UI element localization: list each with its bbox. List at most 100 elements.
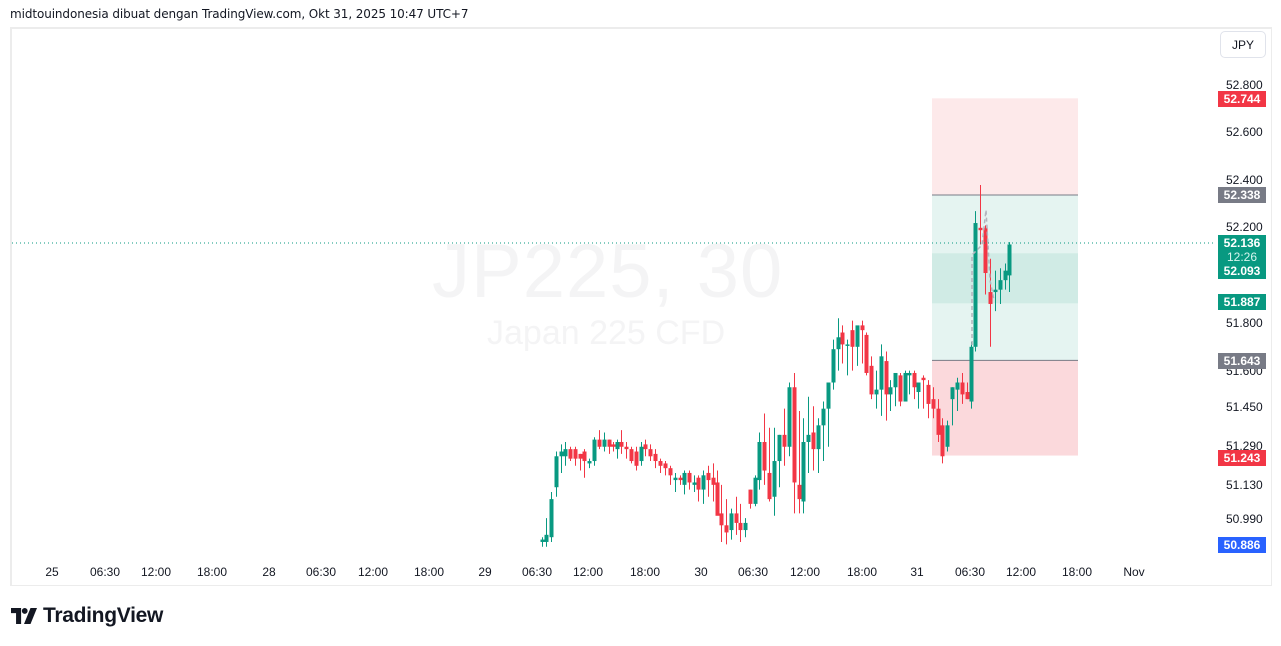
watermark-symbol: JP225, 30 <box>432 229 784 314</box>
candle-down <box>898 375 903 402</box>
candle-down <box>578 453 583 459</box>
candle-down <box>840 332 845 345</box>
candle-up <box>540 539 545 542</box>
time-axis-label: 30 <box>694 565 708 579</box>
candle-down <box>978 227 983 231</box>
price-axis-label: 52.200 <box>1226 220 1263 234</box>
candle-up <box>879 356 884 390</box>
candle-up <box>998 280 1003 290</box>
candle-down <box>724 525 729 533</box>
candle-down <box>629 449 634 462</box>
time-axis-label: 06:30 <box>954 565 986 579</box>
candle-down <box>748 489 753 504</box>
candle-down <box>931 399 936 409</box>
currency-button[interactable]: JPY <box>1220 31 1266 58</box>
candle-up <box>753 477 758 504</box>
candle-down <box>706 472 711 481</box>
candle-down <box>678 477 683 481</box>
candle-down <box>912 372 917 388</box>
candle-down <box>767 472 772 500</box>
candle-up <box>836 337 841 350</box>
candle-down <box>738 522 743 531</box>
candle-down <box>582 451 587 462</box>
candle-down <box>960 382 965 395</box>
price-axis-label: 52.400 <box>1226 173 1263 187</box>
candle-up <box>893 372 898 388</box>
candle-up <box>544 534 549 542</box>
candle-down <box>573 449 578 459</box>
candle-up <box>615 442 620 450</box>
candle-up <box>874 389 879 395</box>
candle-down <box>715 482 720 516</box>
time-axis-label: 12:00 <box>1005 565 1037 579</box>
candle-up <box>816 425 821 450</box>
time-axis-label: 06:30 <box>521 565 553 579</box>
candle-up <box>743 522 748 531</box>
candle-up <box>559 451 564 457</box>
candle-up <box>673 477 678 481</box>
candle-up <box>1003 270 1008 281</box>
candle-up <box>993 289 998 293</box>
candle-down <box>634 451 639 466</box>
upper-entry-tag: 52.338 <box>1218 187 1266 203</box>
candle-up <box>907 372 912 376</box>
price-axis-label: 51.800 <box>1226 316 1263 330</box>
time-axis-label: 18:00 <box>846 565 878 579</box>
candle-up <box>973 223 978 347</box>
candle-down <box>926 384 931 404</box>
time-axis-label: 12:00 <box>140 565 172 579</box>
candle-up <box>592 439 597 462</box>
candle-up <box>772 461 777 497</box>
candle-down <box>762 442 767 471</box>
lower-stop-tag: 51.243 <box>1218 450 1266 466</box>
candle-down <box>988 292 993 304</box>
candle-up <box>757 442 762 481</box>
candle-up <box>888 387 893 395</box>
upper-stop-zone <box>932 98 1078 195</box>
candle-down <box>936 408 941 435</box>
time-axis-label: 18:00 <box>196 565 228 579</box>
candle-down <box>643 444 648 450</box>
candle-up <box>916 382 921 393</box>
candle-down <box>597 439 602 447</box>
last-price-value: 52.136 <box>1223 236 1261 250</box>
time-axis-label: 06:30 <box>737 565 769 579</box>
time-axis-label: 18:00 <box>629 565 661 579</box>
candle-down <box>983 227 988 274</box>
candle-down <box>884 361 889 395</box>
candle-down <box>663 463 668 469</box>
price-axis-label: 51.130 <box>1226 478 1263 492</box>
candle-up <box>950 387 955 400</box>
candle-down <box>658 461 663 466</box>
candle-down <box>711 477 716 485</box>
time-axis-label: 25 <box>45 565 59 579</box>
candle-down <box>921 377 926 381</box>
candle-down <box>687 472 692 483</box>
candle-up <box>639 446 644 462</box>
candle-up <box>903 372 908 402</box>
projection-path <box>971 209 995 345</box>
time-axis-label: 12:00 <box>572 565 604 579</box>
candle-up <box>801 442 806 502</box>
price-axis-label: 52.800 <box>1226 78 1263 92</box>
candle-down <box>782 434 787 447</box>
candle-down <box>619 442 624 447</box>
price-axis-label: 50.990 <box>1226 512 1263 526</box>
candle-up <box>729 513 734 531</box>
upper-stop-tag: 52.744 <box>1218 91 1266 107</box>
last-price-tag: 52.136 12:26 52.093 <box>1218 235 1266 279</box>
candle-down <box>734 513 739 523</box>
time-axis-label: 12:00 <box>357 565 389 579</box>
bar-countdown: 12:26 <box>1226 250 1258 264</box>
candle-down <box>811 432 816 450</box>
attribution-text: midtouindonesia dibuat dengan TradingVie… <box>10 7 469 21</box>
candle-up <box>955 382 960 390</box>
candle-down <box>696 477 701 490</box>
watermark-description: Japan 225 CFD <box>487 314 726 352</box>
candle-up <box>969 346 974 402</box>
price-axis-label: 51.290 <box>1226 439 1263 453</box>
lower-entry-tag: 51.643 <box>1218 353 1266 369</box>
tradingview-logo[interactable]: TradingView <box>11 604 163 628</box>
time-axis-label: Nov <box>1123 565 1145 579</box>
